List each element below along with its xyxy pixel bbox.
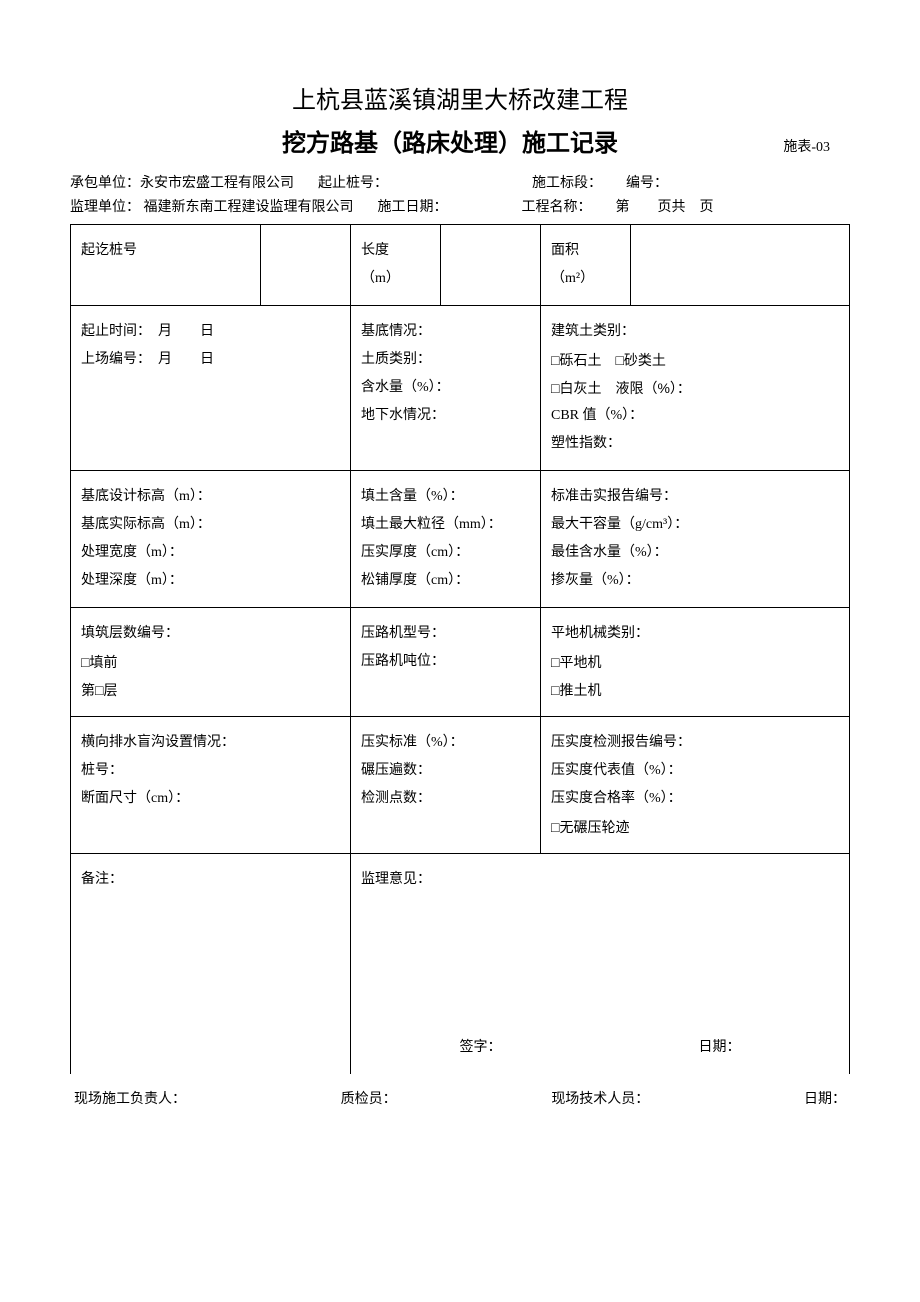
- section-size: 断面尺寸（cm）：: [81, 785, 340, 813]
- cbr-value: CBR 值（%）：: [551, 402, 839, 430]
- date-label: 施工日期：: [378, 196, 448, 220]
- cell-grader: 平地机械类别： □平地机 □推土机: [541, 607, 850, 716]
- fill-content: 填土含量（%）：: [361, 483, 530, 511]
- site-manager: 现场施工负责人：: [74, 1088, 186, 1108]
- soil-type: 土质类别：: [361, 346, 530, 374]
- groundwater: 地下水情况：: [361, 402, 530, 430]
- water-content: 含水量（%）：: [361, 374, 530, 402]
- table-row: 起止时间： 月 日 上场编号： 月 日 基底情况： 土质类别： 含水量（%）： …: [71, 305, 850, 470]
- test-points: 检测点数：: [361, 785, 530, 813]
- table-row: 备注： 监理意见： 签字： 日期：: [71, 853, 850, 1074]
- compaction-report: 标准击实报告编号：: [551, 483, 839, 511]
- qc-inspector: 质检员：: [341, 1088, 397, 1108]
- field-number: 上场编号： 月 日: [81, 346, 340, 374]
- table-row: 基底设计标高（m）： 基底实际标高（m）： 处理宽度（m）： 处理深度（m）： …: [71, 470, 850, 607]
- start-end-time: 起止时间： 月 日: [81, 318, 340, 346]
- drain-setup: 横向排水盲沟设置情况：: [81, 729, 340, 757]
- max-dry-density: 最大干容量（g/cm³）：: [551, 511, 839, 539]
- table-row: 起讫桩号 长度 （m） 面积 （m²）: [71, 224, 850, 305]
- supervisor-label: 监理单位：: [70, 200, 140, 215]
- cell-compact-report: 压实度检测报告编号： 压实度代表值（%）： 压实度合格率（%）： □无碾压轮迹: [541, 716, 850, 853]
- signature-label: 签字：: [460, 1034, 502, 1062]
- table-row: 横向排水盲沟设置情况： 桩号： 断面尺寸（cm）： 压实标准（%）： 碾压遍数：…: [71, 716, 850, 853]
- cell-base-condition: 基底情况： 土质类别： 含水量（%）： 地下水情况：: [351, 305, 541, 470]
- cell-supervisor-opinion: 监理意见： 签字： 日期：: [351, 853, 850, 1074]
- cell-roller: 压路机型号： 压路机吨位：: [351, 607, 541, 716]
- footer-date: 日期：: [804, 1088, 846, 1108]
- max-particle: 填土最大粒径（mm）：: [361, 511, 530, 539]
- area-unit: （m²）: [551, 271, 594, 286]
- form-code: 施表-03: [618, 136, 850, 156]
- compaction-test-report: 压实度检测报告编号：: [551, 729, 839, 757]
- cell-station-val: [261, 224, 351, 305]
- checkbox-no-wheel-marks: □无碾压轮迹: [551, 813, 839, 841]
- checkbox-grader: □平地机: [551, 648, 839, 676]
- cell-standard: 标准击实报告编号： 最大干容量（g/cm³）： 最佳含水量（%）： 掺灰量（%）…: [541, 470, 850, 607]
- compaction-pass-rate: 压实度合格率（%）：: [551, 785, 839, 813]
- area-label: 面积: [551, 243, 579, 258]
- base-condition: 基底情况：: [361, 318, 530, 346]
- treat-width: 处理宽度（m）：: [81, 539, 340, 567]
- page-label: 第 页共 页: [616, 196, 714, 220]
- cell-area: 面积 （m²）: [541, 224, 631, 305]
- design-elevation: 基底设计标高（m）：: [81, 483, 340, 511]
- station-range-label: 起止桩号：: [318, 172, 388, 196]
- actual-elevation: 基底实际标高（m）：: [81, 511, 340, 539]
- cell-length: 长度 （m）: [351, 224, 441, 305]
- length-unit: （m）: [361, 271, 400, 286]
- cell-elevation: 基底设计标高（m）： 基底实际标高（m）： 处理宽度（m）： 处理深度（m）：: [71, 470, 351, 607]
- roller-model: 压路机型号：: [361, 620, 530, 648]
- checkbox-layer-n: 第□层: [81, 676, 340, 704]
- cell-remarks: 备注：: [71, 853, 351, 1074]
- footer-row: 现场施工负责人： 质检员： 现场技术人员： 日期：: [70, 1088, 850, 1108]
- cell-station: 起讫桩号: [71, 224, 261, 305]
- compact-thickness: 压实厚度（cm）：: [361, 539, 530, 567]
- construction-soil: 建筑土类别：: [551, 318, 839, 346]
- checkbox-before-fill: □填前: [81, 648, 340, 676]
- section-label: 施工标段：: [532, 172, 602, 196]
- checkbox-bulldozer: □推土机: [551, 676, 839, 704]
- number-label: 编号：: [626, 172, 668, 196]
- checkbox-gravel-sand: □砾石土 □砂类土: [551, 346, 839, 374]
- compaction-rep-value: 压实度代表值（%）：: [551, 757, 839, 785]
- cell-compact-std: 压实标准（%）： 碾压遍数： 检测点数：: [351, 716, 541, 853]
- treat-depth: 处理深度（m）：: [81, 567, 340, 595]
- form-title: 挖方路基（路床处理）施工记录: [282, 123, 618, 158]
- signature-date-label: 日期：: [699, 1034, 741, 1062]
- subtitle-row: 挖方路基（路床处理）施工记录 施表-03: [70, 123, 850, 158]
- cell-fill: 填土含量（%）： 填土最大粒径（mm）： 压实厚度（cm）： 松铺厚度（cm）：: [351, 470, 541, 607]
- layer-number: 填筑层数编号：: [81, 620, 340, 648]
- lime-content: 掺灰量（%）：: [551, 567, 839, 595]
- site-technician: 现场技术人员：: [551, 1088, 649, 1108]
- checkbox-lime: □白灰土 液限（%）：: [551, 374, 839, 402]
- supervisor-opinion: 监理意见：: [361, 866, 839, 894]
- cell-drain: 横向排水盲沟设置情况： 桩号： 断面尺寸（cm）：: [71, 716, 351, 853]
- length-label: 长度: [361, 243, 389, 258]
- cell-length-val: [441, 224, 541, 305]
- cell-soil-category: 建筑土类别： □砾石土 □砂类土 □白灰土 液限（%）： CBR 值（%）： 塑…: [541, 305, 850, 470]
- main-table: 起讫桩号 长度 （m） 面积 （m²） 起止时间： 月 日 上场编号： 月 日 …: [70, 224, 850, 1074]
- cell-layer: 填筑层数编号： □填前 第□层: [71, 607, 351, 716]
- supervisor-value: 福建新东南工程建设监理有限公司: [140, 200, 354, 215]
- project-title: 上杭县蓝溪镇湖里大桥改建工程: [70, 80, 850, 115]
- project-name-label: 工程名称：: [522, 196, 592, 220]
- contractor-label: 承包单位：: [70, 176, 140, 191]
- plastic-index: 塑性指数：: [551, 430, 839, 458]
- rolling-passes: 碾压遍数：: [361, 757, 530, 785]
- contractor-value: 永安市宏盛工程有限公司: [140, 176, 294, 191]
- drain-station: 桩号：: [81, 757, 340, 785]
- roller-tonnage: 压路机吨位：: [361, 648, 530, 676]
- cell-area-val: [631, 224, 850, 305]
- cell-time: 起止时间： 月 日 上场编号： 月 日: [71, 305, 351, 470]
- optimum-water: 最佳含水量（%）：: [551, 539, 839, 567]
- grader-type: 平地机械类别：: [551, 620, 839, 648]
- compact-standard: 压实标准（%）：: [361, 729, 530, 757]
- header-info: 承包单位：永安市宏盛工程有限公司 起止桩号： 施工标段： 编号： 监理单位： 福…: [70, 172, 850, 220]
- loose-thickness: 松铺厚度（cm）：: [361, 567, 530, 595]
- table-row: 填筑层数编号： □填前 第□层 压路机型号： 压路机吨位： 平地机械类别： □平…: [71, 607, 850, 716]
